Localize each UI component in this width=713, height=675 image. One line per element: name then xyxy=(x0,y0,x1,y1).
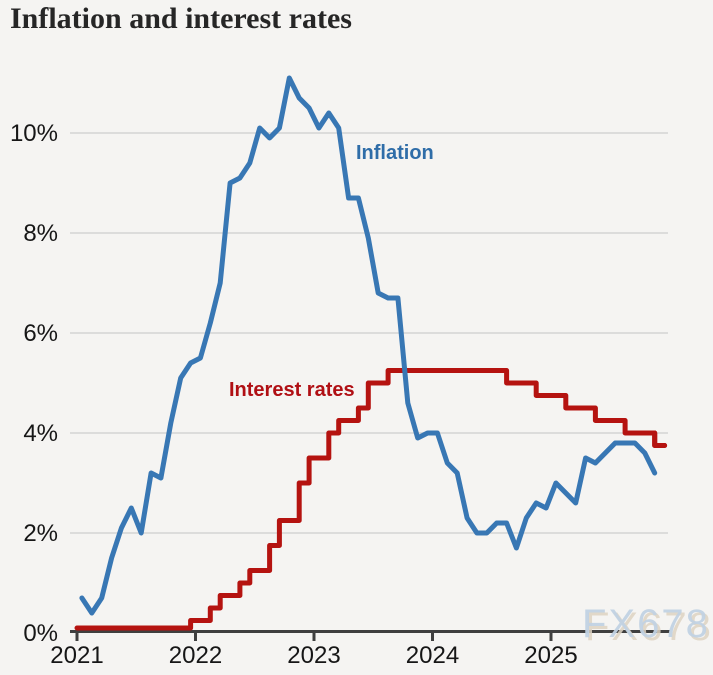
interest-rates-latest-segment xyxy=(652,430,668,448)
x-tick-label: 2025 xyxy=(524,642,577,669)
x-tick-label: 2024 xyxy=(406,642,459,669)
inflation-series-label: Inflation xyxy=(356,142,434,164)
y-tick-label: 4% xyxy=(23,420,58,447)
x-tick-label: 2022 xyxy=(169,642,222,669)
inflation-line xyxy=(79,75,658,616)
watermark: FX678 xyxy=(582,602,710,646)
y-tick-label: 0% xyxy=(23,620,58,647)
y-tick-label: 2% xyxy=(23,520,58,547)
y-tick-label: 8% xyxy=(23,220,58,247)
page-title: Inflation and interest rates xyxy=(10,2,352,35)
x-tick-label: 2023 xyxy=(287,642,340,669)
interest-rates-line xyxy=(74,368,668,631)
x-tick-label: 2021 xyxy=(50,642,103,669)
y-tick-label: 6% xyxy=(23,320,58,347)
y-tick-label: 10% xyxy=(10,120,58,147)
interest-rates-series-label: Interest rates xyxy=(229,379,355,401)
